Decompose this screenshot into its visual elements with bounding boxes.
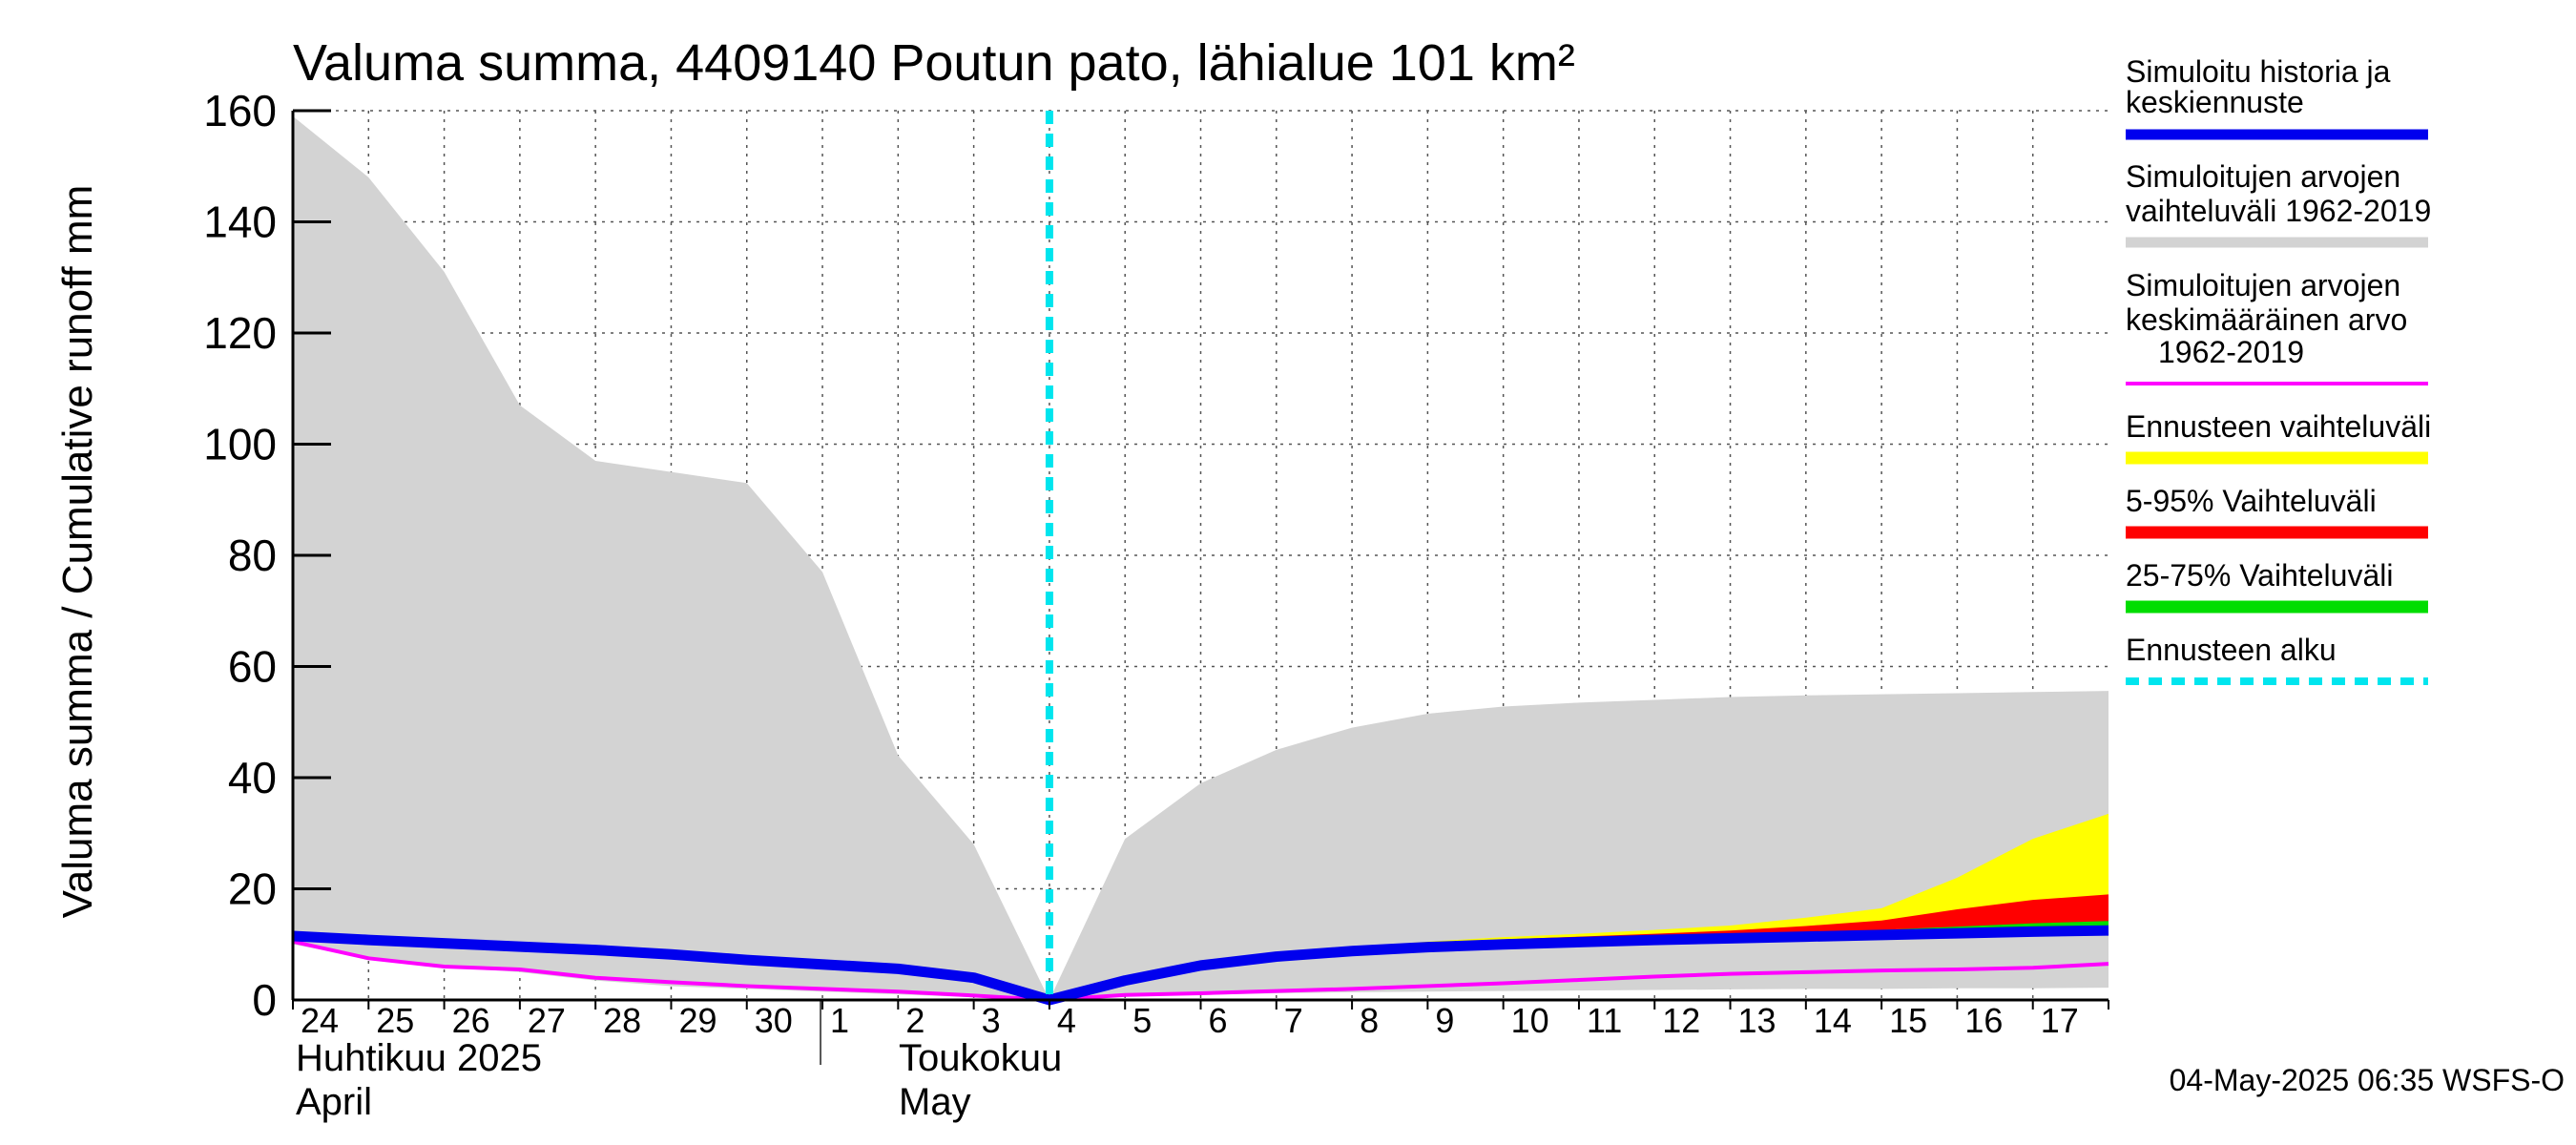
legend-label-history-2: keskiennuste (2126, 85, 2304, 119)
x-tick-label-7: 7 (1284, 1001, 1303, 1040)
series-line-5 (292, 925, 2109, 1006)
legend-label-range-1: Simuloitujen arvojen (2126, 159, 2400, 194)
x-tick-label-15: 15 (1889, 1001, 1927, 1040)
data-lines (292, 925, 2109, 1006)
y-tick-label-120: 120 (203, 308, 277, 358)
x-tick-label-30: 30 (755, 1001, 793, 1040)
y-tick-label-160: 160 (203, 86, 277, 135)
legend-label-mean-1: Simuloitujen arvojen (2126, 268, 2400, 302)
x-tick-label-14: 14 (1814, 1001, 1852, 1040)
y-axis-label: Valuma summa / Cumulative runoff mm (54, 185, 101, 919)
x-tick-label-28: 28 (603, 1001, 641, 1040)
legend-label-history-1: Simuloitu historia ja (2126, 54, 2391, 89)
timestamp: 04-May-2025 06:35 WSFS-O (2170, 1063, 2565, 1097)
x-tick-label-13: 13 (1738, 1001, 1776, 1040)
x-tick-label-24: 24 (301, 1001, 339, 1040)
x-tick-label-17: 17 (2041, 1001, 2079, 1040)
x-tick-label-27: 27 (528, 1001, 566, 1040)
chart-title: Valuma summa, 4409140 Poutun pato, lähia… (293, 34, 1575, 92)
x-tick-label-4: 4 (1057, 1001, 1076, 1040)
y-tick-labels: 0 20 40 60 80 100 120 140 160 (203, 86, 277, 1025)
x-tick-label-6: 6 (1209, 1001, 1228, 1040)
x-tick-label-9: 9 (1435, 1001, 1454, 1040)
x-tick-label-29: 29 (678, 1001, 717, 1040)
x-tick-label-16: 16 (1964, 1001, 2003, 1040)
band-0 (293, 115, 2109, 1000)
legend-label-25-75: 25-75% Vaihteluväli (2126, 558, 2393, 593)
legend-label-forecast-range: Ennusteen vaihteluväli (2126, 409, 2431, 444)
x-tick-label-8: 8 (1360, 1001, 1379, 1040)
x-tick-label-26: 26 (452, 1001, 490, 1040)
x-tick-label-10: 10 (1511, 1001, 1549, 1040)
legend-label-5-95: 5-95% Vaihteluväli (2126, 484, 2377, 518)
y-tick-label-20: 20 (228, 864, 277, 914)
legend-label-forecast-start: Ennusteen alku (2126, 633, 2337, 667)
y-tick-label-40: 40 (228, 753, 277, 802)
month-label-april-fi: Huhtikuu 2025 (296, 1037, 542, 1079)
y-tick-label-0: 0 (252, 975, 277, 1025)
x-tick-label-2: 2 (905, 1001, 924, 1040)
legend-label-mean-3: 1962-2019 (2158, 335, 2304, 369)
series-line-4 (292, 939, 2109, 1002)
legend-label-mean-2: keskimääräinen arvo (2126, 302, 2407, 337)
x-tick-label-11: 11 (1587, 1001, 1622, 1040)
x-tick-label-5: 5 (1132, 1001, 1152, 1040)
axes (291, 109, 2109, 1065)
y-tick-label-140: 140 (203, 198, 277, 247)
x-tick-label-12: 12 (1662, 1001, 1700, 1040)
month-label-april-en: April (296, 1081, 372, 1123)
x-tick-labels: 24 25 26 27 28 29 30 1 2 3 4 5 6 7 8 9 10 11 12 13 14 15 16 17 (301, 1001, 2079, 1040)
y-tick-label-80: 80 (228, 531, 277, 580)
month-label-may-fi: Toukokuu (899, 1037, 1062, 1079)
legend-label-range-2: vaihteluväli 1962-2019 (2126, 194, 2431, 228)
x-tick-label-25: 25 (376, 1001, 414, 1040)
legend: Simuloitu historia ja keskiennuste Simul… (2126, 54, 2431, 685)
y-tick-label-60: 60 (228, 642, 277, 692)
band-2 (1049, 894, 2109, 1000)
x-tick-label-3: 3 (982, 1001, 1001, 1040)
x-tick-label-1: 1 (830, 1001, 849, 1040)
y-tick-label-100: 100 (203, 420, 277, 469)
month-label-may-en: May (899, 1081, 971, 1123)
